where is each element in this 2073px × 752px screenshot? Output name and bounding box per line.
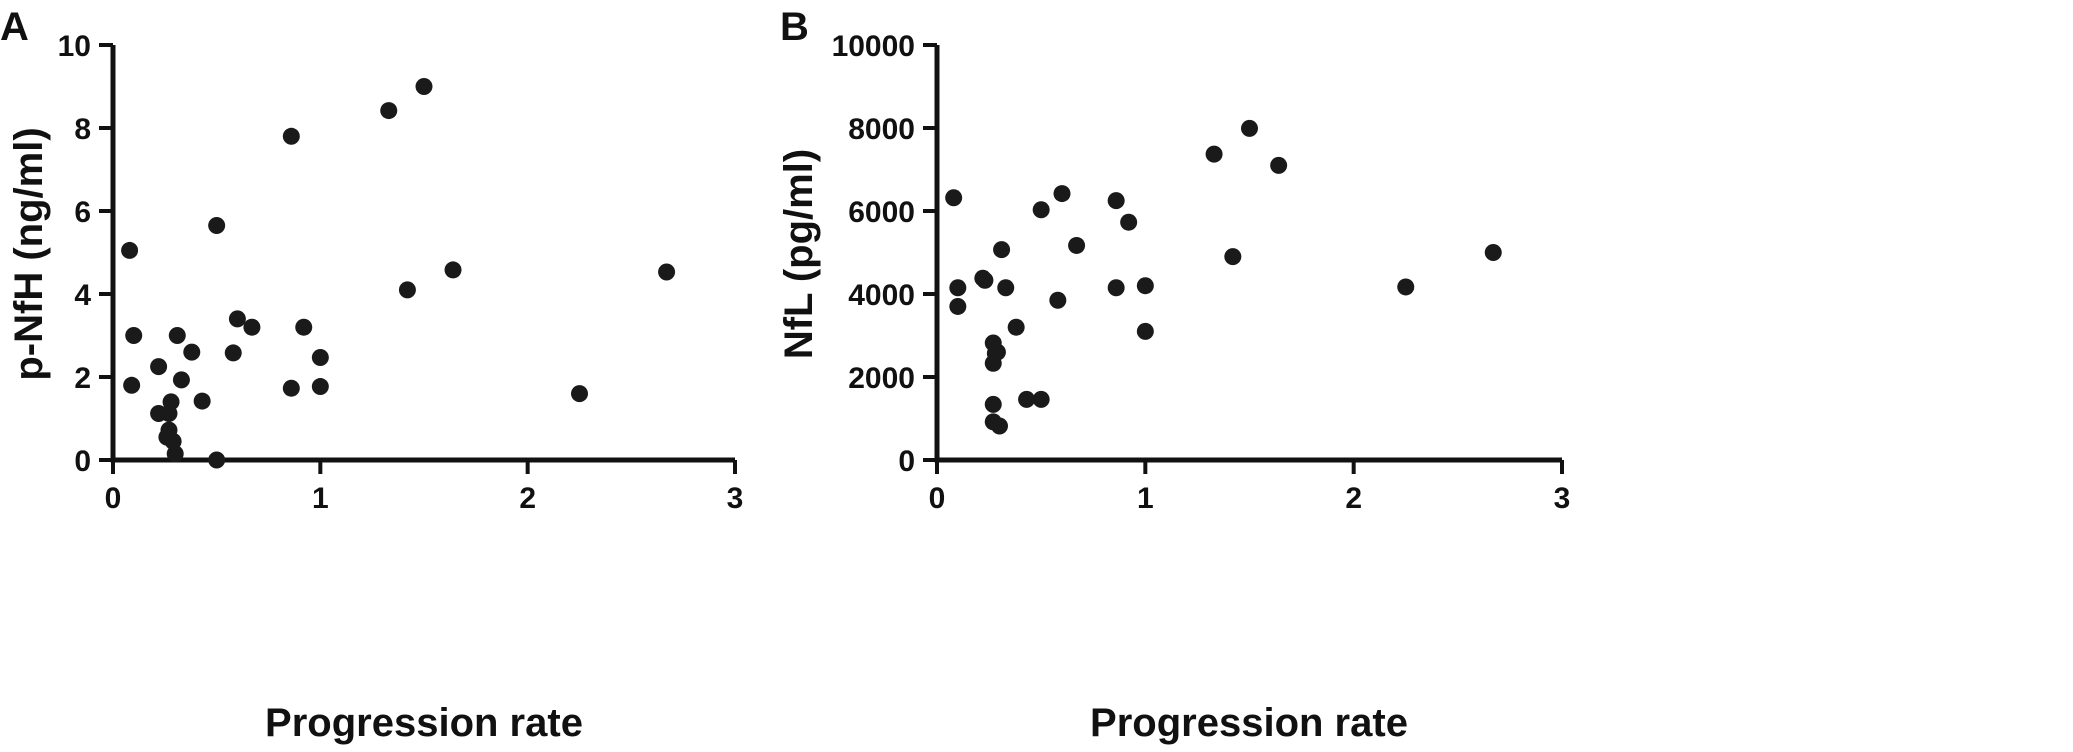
panel-a-data-point bbox=[224, 344, 242, 362]
panel-a-data-point bbox=[150, 358, 168, 376]
panel-a-data-point bbox=[193, 392, 211, 410]
panel-a-data-point bbox=[243, 318, 261, 336]
panel-a-x-tick-label: 3 bbox=[727, 482, 744, 515]
panel-a-data-point bbox=[125, 327, 143, 344]
panel-a-data-point bbox=[172, 371, 190, 389]
panel-b-data-point bbox=[945, 189, 963, 207]
panel-b-data-point bbox=[1032, 390, 1050, 408]
panel-b-data-point bbox=[1053, 185, 1071, 203]
panel-a-data-point bbox=[228, 310, 246, 328]
panel-a-data-point bbox=[415, 78, 433, 95]
panel-b-x-axis-title: Progression rate bbox=[1090, 701, 1408, 745]
panel-a-data-point bbox=[398, 281, 416, 299]
panel-a-y-tick-label: 4 bbox=[74, 279, 91, 312]
panel-a-y-tick-label: 6 bbox=[74, 196, 91, 229]
panel-a-y-axis-title: p-NfH (ng/ml) bbox=[7, 127, 51, 380]
panel-a-data-point bbox=[162, 393, 180, 411]
panel-a-data-point bbox=[166, 445, 184, 463]
panel-a-letter: A bbox=[0, 5, 29, 49]
panel-a-data-point bbox=[311, 348, 329, 366]
panel-b-data-point bbox=[1018, 390, 1036, 408]
panel-b-data-point bbox=[997, 279, 1015, 297]
panel-a-y-tick-label: 10 bbox=[58, 30, 91, 63]
panel-b-y-tick-label: 4000 bbox=[848, 279, 915, 312]
panel-a-data-point bbox=[380, 102, 398, 120]
panel-b-data-point bbox=[991, 417, 1008, 435]
panel-b-data-point bbox=[1068, 236, 1086, 254]
panel-b-data-point bbox=[993, 241, 1011, 259]
panel-a: A p-NfH (ng/ml) Progression rate 0246810… bbox=[0, 5, 743, 745]
panel-b-data-point bbox=[1484, 244, 1502, 261]
panel-a-data-point bbox=[311, 378, 329, 396]
panel-a-data-point bbox=[571, 385, 588, 403]
panel-b-letter: B bbox=[780, 5, 809, 49]
panel-a-data-point bbox=[444, 261, 462, 279]
panel-b-x-tick-label: 1 bbox=[1137, 482, 1154, 515]
panel-a-data-point bbox=[295, 318, 313, 336]
panel-a-data-point bbox=[658, 263, 676, 281]
panel-a-data-point bbox=[282, 379, 300, 397]
panel-b-data-point bbox=[1270, 156, 1288, 174]
panel-b-data-point bbox=[1120, 213, 1138, 231]
panel-b-x-tick-label: 2 bbox=[1345, 482, 1362, 515]
panel-a-data-point bbox=[208, 217, 226, 235]
panel-b-data-point bbox=[1136, 277, 1154, 295]
panel-b-data-point bbox=[949, 297, 967, 315]
panel-b-data-point bbox=[1136, 322, 1154, 340]
panel-a-marks: 0 2 4 6 8 10 0 1 2 3 bbox=[58, 30, 744, 515]
panel-b-data-point bbox=[1107, 279, 1125, 297]
panel-a-y-tick-label: 2 bbox=[74, 362, 91, 395]
panel-b-data-point bbox=[1049, 291, 1067, 309]
panel-a-data-point bbox=[183, 343, 201, 361]
panel-a-x-tick-label: 2 bbox=[519, 482, 536, 515]
panel-b: B NfL (pg/ml) Progression rate 0 2000 4000… bbox=[777, 5, 1570, 745]
panel-a-x-tick-label: 1 bbox=[312, 482, 329, 515]
panel-b-data-point bbox=[949, 279, 967, 297]
panel-b-y-axis-title: NfL (pg/ml) bbox=[777, 149, 821, 359]
panel-b-y-tick-label: 2000 bbox=[848, 362, 915, 395]
panel-b-data-point bbox=[1241, 119, 1258, 137]
panel-a-data-point bbox=[208, 451, 226, 469]
panel-a-data-point bbox=[168, 327, 186, 344]
panel-b-x-tick-label: 3 bbox=[1554, 482, 1571, 515]
panel-b-data-point bbox=[976, 271, 994, 289]
panel-b-data-point bbox=[1397, 278, 1415, 296]
panel-b-data-point bbox=[1224, 248, 1242, 266]
panel-b-y-tick-label: 8000 bbox=[848, 113, 915, 146]
panel-a-x-axis-title: Progression rate bbox=[265, 701, 583, 745]
panel-b-y-tick-label: 6000 bbox=[848, 196, 915, 229]
panel-a-data-point bbox=[282, 127, 300, 145]
panel-b-data-point bbox=[1205, 145, 1223, 163]
panel-a-y-tick-label: 8 bbox=[74, 113, 91, 146]
panel-b-marks: 0 2000 4000 6000 8000 10000 0 1 2 3 bbox=[832, 30, 1571, 515]
panel-a-data-point bbox=[123, 376, 141, 394]
panel-b-data-point bbox=[1007, 318, 1025, 336]
panel-b-y-tick-label: 0 bbox=[898, 445, 915, 478]
panel-a-y-tick-label: 0 bbox=[74, 445, 91, 478]
panel-b-x-tick-label: 0 bbox=[929, 482, 946, 515]
panel-b-data-point bbox=[988, 343, 1006, 361]
panel-b-y-tick-label: 10000 bbox=[832, 30, 915, 63]
panel-a-data-point bbox=[121, 241, 139, 259]
panel-a-x-tick-label: 0 bbox=[105, 482, 122, 515]
panel-b-data-point bbox=[1107, 192, 1125, 210]
panel-b-data-point bbox=[984, 395, 1002, 413]
panel-b-data-point bbox=[1032, 201, 1050, 219]
